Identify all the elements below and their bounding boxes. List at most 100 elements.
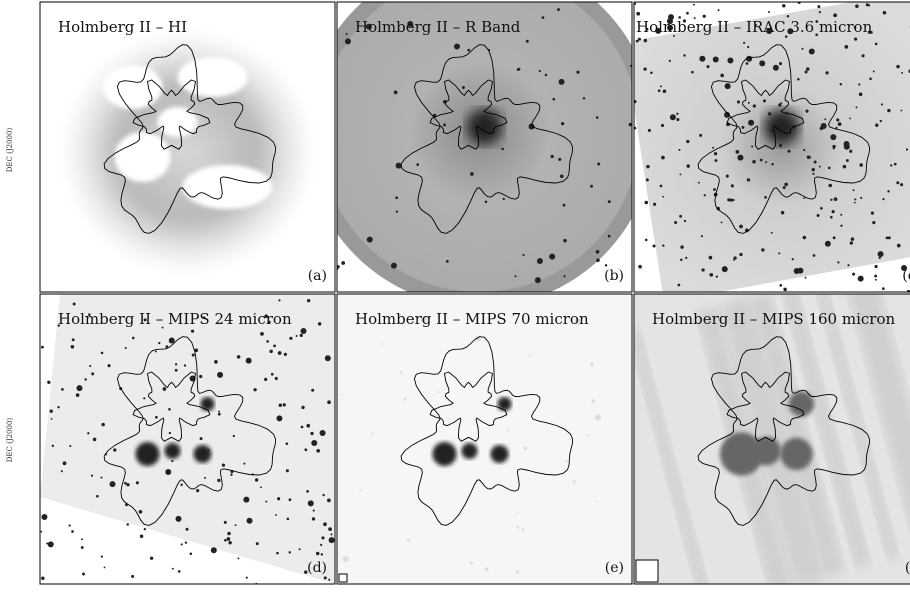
star	[269, 349, 273, 354]
star	[131, 336, 135, 340]
star	[528, 354, 531, 357]
hi-hole	[157, 107, 198, 137]
star	[470, 172, 474, 176]
star	[191, 353, 195, 357]
streak	[842, 294, 910, 553]
star	[782, 186, 786, 190]
star	[877, 251, 884, 258]
star	[266, 340, 269, 343]
star	[416, 163, 420, 166]
star	[678, 16, 681, 19]
star	[514, 275, 517, 278]
star	[322, 493, 325, 497]
star	[751, 145, 754, 148]
star	[228, 540, 232, 545]
star	[724, 83, 731, 90]
panel-title: Holmberg II – MIPS 70 micron	[355, 310, 589, 328]
star	[749, 121, 753, 125]
star	[435, 390, 439, 394]
star	[655, 27, 662, 34]
star	[596, 258, 600, 263]
star	[165, 468, 172, 475]
star	[319, 430, 326, 437]
star	[230, 473, 233, 476]
star	[780, 210, 785, 215]
star	[175, 515, 182, 522]
star	[306, 489, 309, 493]
star	[221, 463, 226, 467]
star	[737, 154, 744, 161]
star	[807, 155, 811, 159]
hi-hole	[182, 165, 273, 209]
field	[634, 2, 910, 292]
star	[893, 162, 897, 166]
star	[604, 264, 608, 267]
star	[345, 32, 348, 36]
star	[96, 494, 99, 498]
star	[501, 147, 504, 151]
source	[466, 109, 503, 145]
star	[691, 70, 694, 74]
panel-frame	[336, 1, 633, 293]
star	[41, 514, 48, 521]
star	[517, 67, 521, 71]
star	[90, 474, 94, 477]
star	[706, 65, 710, 69]
star	[50, 417, 53, 420]
star	[682, 19, 687, 23]
star	[595, 249, 600, 254]
star	[255, 542, 259, 546]
star	[858, 83, 861, 86]
star	[506, 429, 510, 432]
star	[803, 197, 806, 200]
star	[265, 500, 268, 503]
star	[881, 287, 885, 290]
star	[644, 200, 649, 205]
hi-hole	[102, 65, 163, 109]
star	[61, 388, 64, 391]
star	[323, 576, 327, 580]
star	[254, 478, 259, 482]
star	[701, 268, 705, 272]
star	[502, 197, 505, 201]
star	[668, 59, 671, 62]
star	[815, 20, 819, 23]
beam-box	[635, 559, 659, 583]
star	[190, 329, 195, 333]
star	[563, 238, 567, 243]
star	[906, 289, 910, 292]
hi-hole	[114, 132, 171, 182]
star	[306, 298, 311, 303]
star	[521, 528, 525, 532]
star	[901, 265, 908, 272]
star	[80, 546, 84, 549]
star	[288, 551, 291, 554]
star	[286, 517, 290, 521]
star	[91, 372, 95, 376]
star	[51, 444, 55, 448]
star	[700, 235, 703, 238]
star	[713, 188, 716, 191]
star	[474, 335, 481, 342]
source	[193, 445, 212, 463]
panel-title: Holmberg II – MIPS 160 micron	[652, 310, 895, 328]
star	[321, 536, 325, 540]
star	[234, 524, 237, 527]
star	[778, 62, 783, 66]
star	[901, 71, 904, 74]
star	[887, 236, 891, 240]
star	[525, 39, 529, 43]
star	[390, 262, 397, 269]
star	[849, 149, 853, 153]
panel-frame	[39, 293, 336, 585]
star	[634, 2, 637, 5]
star	[273, 344, 276, 348]
star	[692, 3, 695, 6]
star	[563, 275, 566, 278]
star	[643, 67, 647, 71]
star	[87, 432, 90, 435]
star	[882, 10, 887, 15]
star	[733, 259, 735, 261]
star	[342, 556, 349, 563]
star	[784, 182, 788, 187]
